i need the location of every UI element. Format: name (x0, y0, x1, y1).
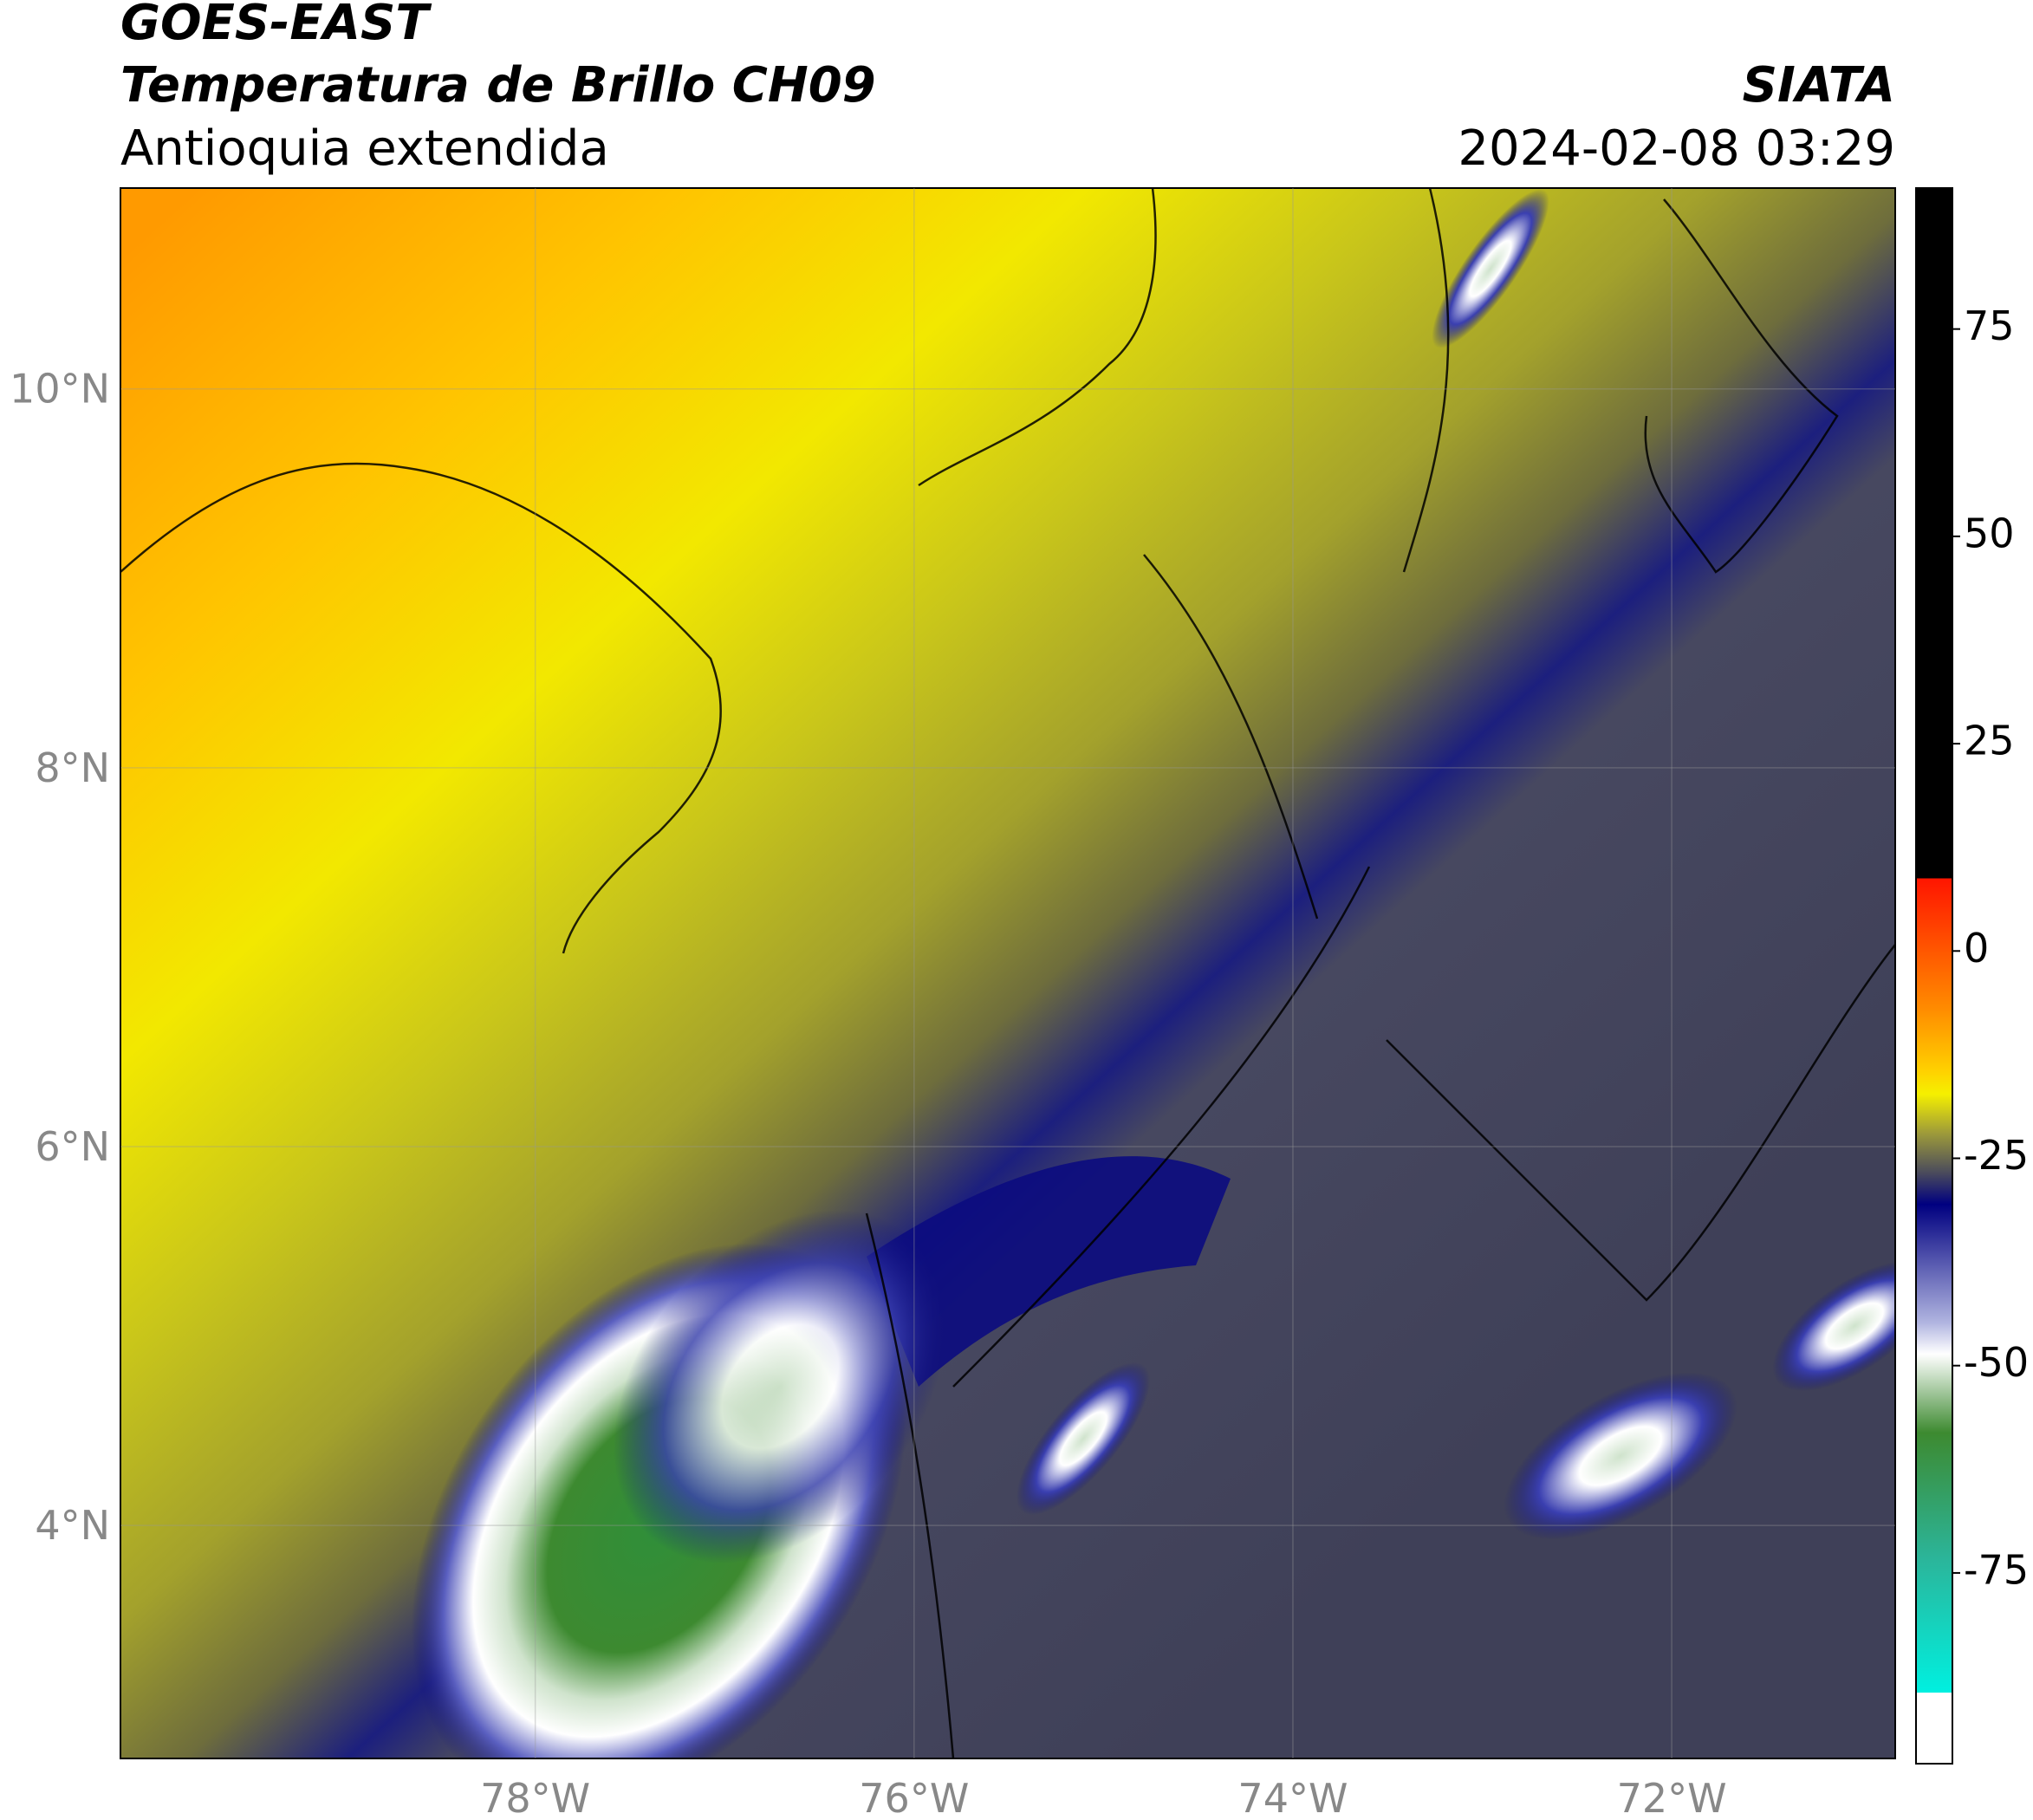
y-tick-label: 8°N (35, 744, 110, 791)
map-frame (120, 187, 1896, 1759)
region: Antioquia extendida (120, 120, 609, 177)
x-tick-label: 72°W (1617, 1775, 1727, 1820)
y-tick-label: 4°N (35, 1502, 110, 1549)
colorbar-tick-label: 25 (1964, 718, 2015, 764)
colorbar-tick-label: 0 (1964, 925, 1989, 972)
colorbar-tick-label: 50 (1964, 510, 2015, 556)
datetime: 2024-02-08 03:29 (1458, 120, 1895, 177)
x-tick-label: 78°W (480, 1775, 590, 1820)
title: GOES-EAST (120, 0, 432, 51)
y-tick-label: 6°N (35, 1123, 110, 1170)
y-tick-label: 10°N (10, 366, 110, 413)
colorbar-tick-label: -50 (1964, 1339, 2029, 1386)
colorbar-tick-label: -75 (1964, 1546, 2029, 1593)
x-tick-label: 74°W (1237, 1775, 1348, 1820)
satellite-image (120, 188, 1895, 1758)
x-tick-label: 76°W (859, 1775, 969, 1820)
colorbar-tick-label: 75 (1964, 302, 2015, 349)
colorbar (1915, 187, 1953, 1765)
subtitle: Temperatura de Brillo CH09 (120, 57, 876, 114)
source: SIATA (1743, 57, 1895, 114)
colorbar-tick-label: -25 (1964, 1132, 2029, 1179)
